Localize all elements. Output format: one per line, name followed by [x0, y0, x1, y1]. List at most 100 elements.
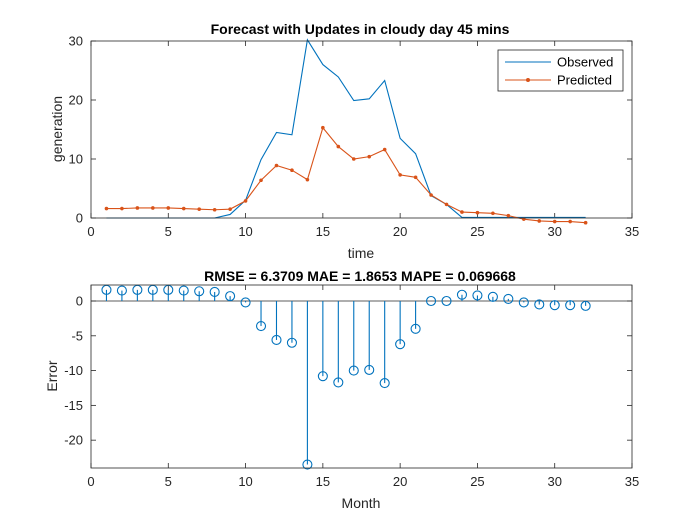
forecast-x-tick-label: 0	[87, 224, 94, 239]
predicted-point	[413, 175, 418, 180]
predicted-point	[429, 193, 433, 197]
error-stem-marker	[240, 297, 251, 308]
predicted-point	[506, 213, 511, 218]
error-stem-marker	[379, 378, 390, 389]
error-x-tick-label: 20	[393, 474, 407, 489]
predicted-point	[120, 206, 124, 211]
error-y-tick-label: -10	[64, 363, 83, 378]
predicted-line	[106, 126, 586, 224]
legend-predicted-label: Predicted	[557, 73, 612, 88]
forecast-axis-ticks: 0 5 10 15 20 25 30 35 0 10 20 30	[69, 34, 640, 240]
error-stem-marker	[178, 285, 189, 296]
predicted-point	[197, 207, 201, 211]
error-plot-title: RMSE = 6.3709 MAE = 1.8653 MAPE = 0.0696…	[204, 268, 516, 284]
predicted-point	[475, 210, 480, 215]
error-x-tick-label: 35	[625, 474, 639, 489]
error-stem-marker	[364, 364, 375, 375]
legend-predicted-marker	[526, 78, 530, 82]
predicted-point	[305, 177, 310, 182]
predicted-point	[367, 154, 372, 159]
forecast-x-tick-label: 5	[165, 224, 172, 239]
forecast-plot-title: Forecast with Updates in cloudy day 45 m…	[211, 21, 510, 37]
predicted-point	[336, 144, 341, 149]
error-stem-marker	[225, 291, 236, 302]
forecast-x-tick-label: 35	[625, 224, 639, 239]
error-stem-marker	[549, 300, 560, 311]
error-stem-marker	[503, 293, 514, 304]
error-y-tick-label: 0	[76, 294, 83, 309]
predicted-point	[243, 199, 248, 203]
error-stem-marker	[286, 337, 297, 348]
predicted-point	[104, 206, 109, 211]
predicted-point	[382, 147, 387, 152]
error-stem-marker	[487, 291, 498, 302]
legend-box	[497, 49, 624, 92]
predicted-point	[151, 206, 155, 210]
error-stem-marker	[534, 299, 545, 310]
predicted-point	[212, 207, 217, 212]
forecast-y-tick-label: 30	[69, 34, 83, 49]
error-x-tick-label: 0	[87, 474, 94, 489]
error-stem-marker	[116, 285, 127, 296]
error-axis-ticks: 0 5 10 15 20 25 30 35 0 -5 -10 -15 -20	[64, 285, 639, 489]
predicted-point	[398, 173, 402, 177]
predicted-point	[444, 202, 449, 207]
error-stem-marker	[194, 286, 205, 297]
error-stem-marker	[565, 300, 576, 311]
error-stem-marker	[410, 323, 421, 334]
error-plot-area	[91, 285, 632, 468]
error-x-tick-label: 10	[238, 474, 252, 489]
error-stem-marker	[271, 334, 282, 346]
error-stems	[101, 284, 591, 470]
error-y-tick-label: -15	[64, 398, 83, 413]
error-stem-marker	[518, 297, 529, 308]
predicted-point	[583, 220, 588, 225]
predicted-point	[259, 178, 263, 183]
predicted-point	[181, 206, 186, 211]
error-stem-marker	[472, 290, 483, 301]
error-x-axis-label: Month	[342, 495, 381, 511]
error-stem-marker	[255, 321, 267, 332]
error-y-tick-label: -5	[71, 328, 83, 343]
forecast-y-tick-label: 20	[69, 93, 83, 108]
error-stem-marker	[456, 289, 468, 300]
predicted-point	[135, 206, 140, 210]
error-stem-marker	[395, 339, 406, 350]
forecast-x-tick-label: 30	[547, 224, 561, 239]
error-stem-marker	[580, 300, 591, 311]
predicted-point	[321, 125, 325, 130]
error-stem-marker	[348, 365, 359, 376]
error-stem-marker	[333, 377, 344, 388]
predicted-point	[228, 207, 232, 211]
predicted-point	[351, 157, 356, 161]
forecast-x-axis-label: time	[348, 245, 375, 261]
error-stem-marker	[209, 286, 220, 298]
predicted-point	[460, 210, 464, 214]
error-stem-marker	[426, 295, 437, 307]
error-x-tick-label: 25	[470, 474, 484, 489]
forecast-x-tick-label: 20	[393, 224, 407, 239]
predicted-point	[537, 219, 542, 223]
error-x-tick-label: 5	[165, 474, 172, 489]
error-y-tick-label: -20	[64, 433, 83, 448]
error-stem-marker	[317, 371, 328, 382]
forecast-plot: Forecast with Updates in cloudy day 45 m…	[49, 21, 639, 261]
predicted-point	[568, 219, 572, 224]
predicted-point	[552, 219, 557, 224]
predicted-point	[274, 163, 279, 168]
forecast-x-tick-label: 10	[238, 224, 252, 239]
error-stem-marker	[441, 295, 452, 307]
error-x-tick-label: 15	[316, 474, 330, 489]
predicted-point	[290, 168, 294, 173]
predicted-point	[491, 211, 495, 216]
forecast-y-tick-label: 10	[69, 152, 83, 167]
error-plot: RMSE = 6.3709 MAE = 1.8653 MAPE = 0.0696…	[44, 268, 639, 511]
error-y-axis-label: Error	[44, 360, 60, 391]
error-axes-box	[90, 284, 633, 469]
forecast-x-tick-label: 15	[316, 224, 330, 239]
predicted-point	[166, 206, 171, 210]
error-stem-marker	[302, 459, 313, 470]
forecast-axes-box	[90, 40, 633, 219]
forecast-y-axis-label: generation	[49, 96, 65, 162]
